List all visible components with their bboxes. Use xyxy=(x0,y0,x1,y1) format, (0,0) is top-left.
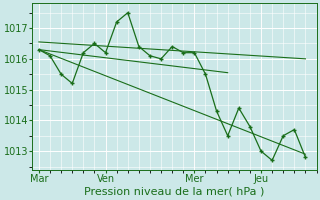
X-axis label: Pression niveau de la mer( hPa ): Pression niveau de la mer( hPa ) xyxy=(84,187,265,197)
